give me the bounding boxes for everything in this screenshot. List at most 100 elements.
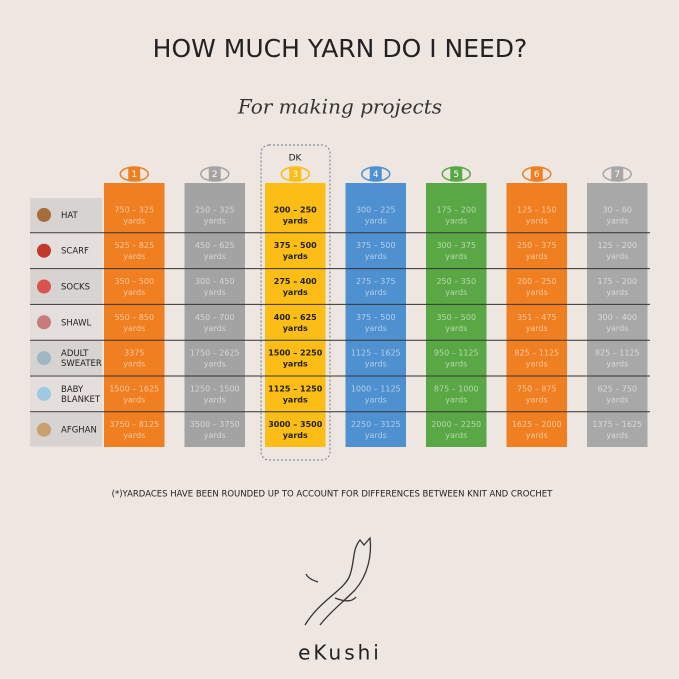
yardage-unit: yards — [123, 288, 145, 297]
weight-badge — [128, 167, 141, 181]
weight-number: 7 — [614, 170, 620, 180]
weight-badge — [369, 167, 382, 181]
project-icon — [37, 422, 51, 437]
project-icon — [37, 315, 51, 330]
yardage-unit: yards — [445, 216, 467, 225]
yardage-unit: yards — [204, 288, 226, 297]
yardage-range: 550 – 850 — [114, 313, 154, 322]
weight-number: 1 — [131, 170, 137, 180]
yardage-unit: yards — [365, 431, 387, 440]
yardage-unit: yards — [204, 216, 226, 225]
brand: eKushi — [298, 641, 382, 665]
weight-number: 2 — [212, 170, 218, 180]
weight-number: 3 — [292, 170, 298, 180]
yardage-range: 450 – 700 — [195, 313, 235, 322]
yardage-range: 400 – 625 — [274, 313, 317, 322]
yardage-range: 450 – 625 — [195, 241, 235, 250]
yardage-unit: yards — [365, 216, 387, 225]
yardage-range: 350 – 500 — [114, 277, 154, 286]
column-bar — [426, 183, 487, 447]
yardage-range: 300 – 225 — [356, 205, 396, 214]
yardage-unit: yards — [526, 395, 548, 404]
yardage-range: 750 – 875 — [517, 384, 557, 393]
weight-number: 6 — [534, 170, 540, 180]
yardage-unit: yards — [204, 324, 226, 333]
yardage-unit: yards — [204, 395, 226, 404]
yardage-unit: yards — [365, 288, 387, 297]
yardage-unit: yards — [526, 216, 548, 225]
yardage-range: 3000 – 3500 — [268, 420, 323, 429]
yardage-range: 950 – 1125 — [434, 349, 479, 358]
yardage-range: 3375 — [124, 349, 144, 358]
table: 1 2 3 4 5 6 7 HAT 750 – 325 yards 250 – 325 yards 20… — [30, 166, 650, 447]
column-bar — [587, 183, 648, 447]
yardage-unit: yards — [365, 360, 387, 369]
yardage-unit: yards — [526, 288, 548, 297]
project-label: SCARF — [61, 246, 89, 256]
yardage-unit: yards — [283, 395, 308, 404]
column-bar — [184, 183, 245, 447]
yardage-unit: yards — [445, 431, 467, 440]
yardage-unit: yards — [123, 360, 145, 369]
yardage-range: 875 – 1000 — [434, 384, 479, 393]
yardage-unit: yards — [365, 252, 387, 261]
yardage-unit: yards — [606, 216, 628, 225]
project-icon — [37, 386, 51, 401]
yardage-unit: yards — [283, 324, 308, 333]
yardage-range: 2000 – 2250 — [431, 420, 481, 429]
yardage-unit: yards — [283, 288, 308, 297]
yardage-unit: yards — [283, 252, 308, 261]
project-icon — [37, 279, 51, 294]
yardage-unit: yards — [283, 431, 308, 440]
subtitle: For making projects — [237, 95, 442, 119]
column-bar — [345, 183, 406, 447]
yardage-range: 2250 – 3125 — [351, 420, 401, 429]
yardage-unit: yards — [526, 431, 548, 440]
yardage-unit: yards — [445, 360, 467, 369]
yardage-unit: yards — [365, 395, 387, 404]
logo-cat — [304, 536, 372, 626]
weight-number: 5 — [453, 170, 459, 180]
yardage-unit: yards — [606, 395, 628, 404]
yardage-range: 200 – 250 — [517, 277, 557, 286]
weight-badge — [530, 167, 543, 181]
yardage-range: 1750 – 2625 — [190, 349, 240, 358]
yardage-range: 300 – 450 — [195, 277, 235, 286]
column-bar — [104, 183, 165, 447]
weight-badge — [611, 167, 624, 181]
yardage-range: 250 – 375 — [517, 241, 557, 250]
yardage-range: 1250 – 1500 — [190, 384, 240, 393]
weight-number: 4 — [373, 170, 379, 180]
weight-badge — [289, 167, 302, 181]
yardage-range: 30 – 60 — [603, 205, 632, 214]
yardage-range: 375 – 500 — [274, 241, 317, 250]
yardage-range: 250 – 325 — [195, 205, 235, 214]
project-icon — [37, 243, 51, 258]
yardage-range: 375 – 500 — [356, 241, 396, 250]
yardage-unit: yards — [526, 252, 548, 261]
yardage-range: 125 – 200 — [597, 241, 637, 250]
yardage-unit: yards — [204, 360, 226, 369]
column-bar — [506, 183, 567, 447]
yardage-unit: yards — [283, 216, 308, 225]
yardage-unit: yards — [123, 395, 145, 404]
yardage-range: 1375 – 1625 — [592, 420, 642, 429]
yardage-unit: yards — [526, 360, 548, 369]
yardage-range: 351 – 475 — [517, 313, 557, 322]
yardage-range: 825 – 1125 — [514, 349, 559, 358]
yardage-range: 375 – 500 — [356, 313, 396, 322]
yardage-unit: yards — [606, 324, 628, 333]
yardage-range: 1125 – 1250 — [268, 384, 323, 393]
yardage-range: 1625 – 2000 — [512, 420, 562, 429]
yardage-unit: yards — [204, 252, 226, 261]
project-label: ADULT SWEATER — [61, 349, 102, 369]
yardage-unit: yards — [606, 360, 628, 369]
yardage-unit: yards — [606, 252, 628, 261]
yardage-unit: yards — [445, 395, 467, 404]
project-label: SOCKS — [61, 282, 90, 292]
yardage-unit: yards — [445, 324, 467, 333]
yardage-unit: yards — [123, 431, 145, 440]
column-bar — [265, 183, 326, 447]
project-label: SHAWL — [61, 318, 92, 328]
